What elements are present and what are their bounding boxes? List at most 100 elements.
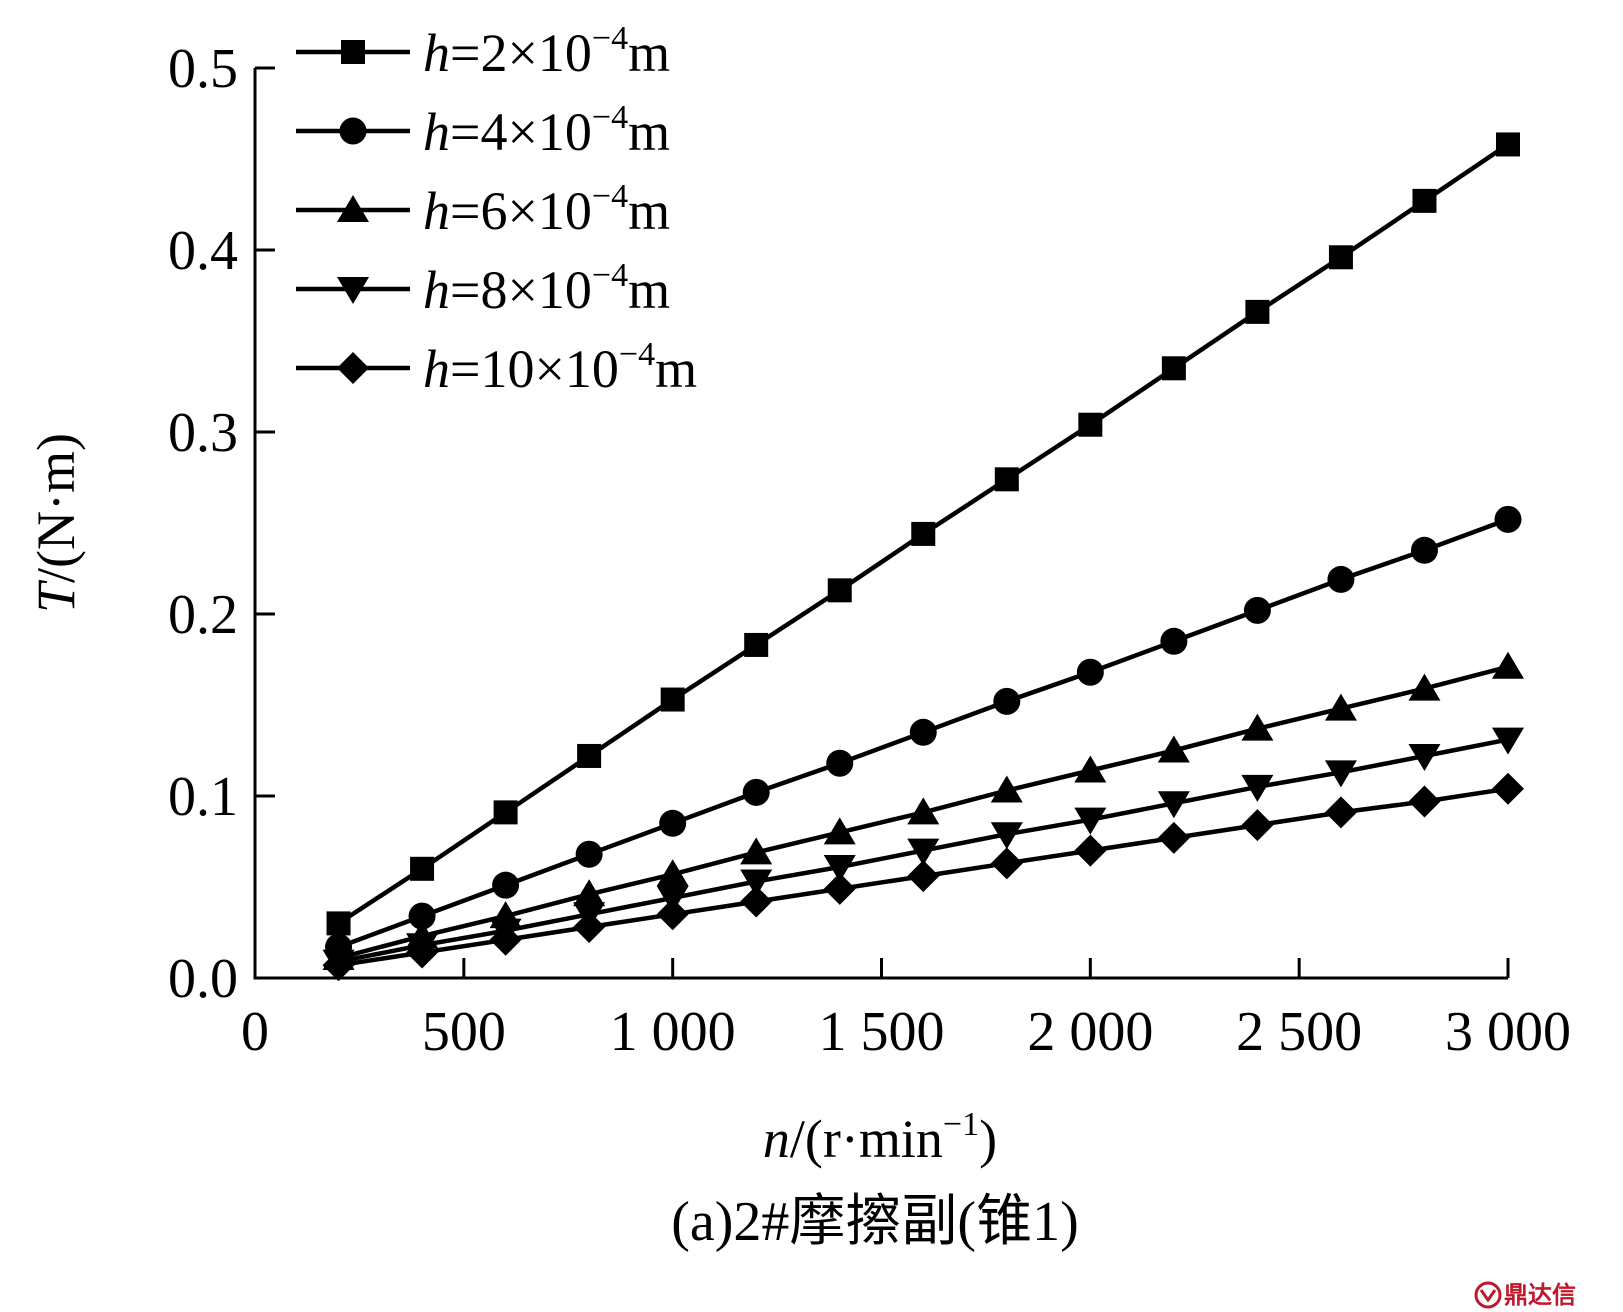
data-point — [1241, 713, 1274, 741]
legend-label-var: h — [423, 23, 450, 83]
legend-marker — [337, 195, 369, 222]
data-point — [740, 885, 773, 918]
data-point-shape — [408, 902, 436, 930]
data-point — [1328, 245, 1353, 270]
data-point — [911, 521, 936, 546]
data-point — [909, 718, 937, 746]
legend-marker — [339, 117, 367, 145]
data-point — [322, 949, 355, 982]
data-point-shape — [1492, 727, 1524, 755]
data-point — [1324, 760, 1357, 788]
x-axis-label-close: ) — [979, 1109, 997, 1169]
x-axis-label-text: /(r·min — [790, 1109, 943, 1169]
data-point-shape — [994, 467, 1019, 492]
data-point — [575, 840, 603, 868]
y-tick-label: 0.5 — [168, 38, 238, 100]
data-point-shape — [1408, 785, 1441, 818]
legend-label: h=4×10−4m — [423, 99, 670, 162]
data-point — [1324, 693, 1357, 721]
watermark-text: 鼎达信 — [1504, 1281, 1576, 1309]
legend-label-exponent: −4 — [619, 336, 655, 373]
data-point-shape — [1243, 596, 1271, 624]
watermark-icon-ring — [1474, 1281, 1502, 1309]
x-axis-label-var: n — [763, 1109, 790, 1169]
data-point — [823, 872, 856, 905]
legend-item: h=4×10−4m — [296, 99, 670, 162]
data-point-shape — [990, 847, 1023, 880]
data-point-shape — [1157, 735, 1190, 763]
data-point-shape — [1408, 743, 1441, 771]
data-point-shape — [740, 885, 773, 918]
data-point — [659, 809, 687, 837]
legend-label: h=2×10−4m — [423, 20, 670, 83]
data-point-shape — [656, 898, 689, 931]
legend-item: h=10×10−4m — [296, 336, 697, 399]
data-point-shape — [740, 837, 773, 865]
data-point-shape — [1412, 188, 1437, 213]
data-point-shape — [1160, 627, 1188, 655]
data-point-shape — [1161, 356, 1186, 381]
x-tick-label: 3 000 — [1445, 1001, 1571, 1063]
data-point — [573, 879, 606, 907]
legend-marker-shape — [337, 195, 369, 222]
data-point — [1492, 772, 1524, 805]
data-point-shape — [1245, 299, 1270, 324]
data-point-shape — [1492, 651, 1524, 679]
x-axis-label: n/(r·min−1) — [763, 1106, 997, 1169]
data-point-shape — [1324, 693, 1357, 721]
legend-label-exponent: −4 — [592, 257, 628, 294]
data-point — [907, 797, 940, 825]
data-point-shape — [1076, 658, 1104, 686]
data-point-shape — [489, 923, 522, 956]
data-point — [1160, 627, 1188, 655]
data-point — [1492, 727, 1524, 755]
data-point-shape — [823, 872, 856, 905]
data-point-shape — [1157, 791, 1190, 819]
data-point — [1157, 821, 1190, 854]
legend-layer: h=2×10−4mh=4×10−4mh=6×10−4mh=8×10−4mh=10… — [296, 20, 697, 399]
data-point-shape — [826, 749, 854, 777]
series-5 — [322, 772, 1524, 982]
data-point — [990, 847, 1023, 880]
data-point — [740, 837, 773, 865]
data-point-shape — [493, 800, 518, 825]
legend-label: h=8×10−4m — [423, 257, 670, 320]
legend-label: h=6×10−4m — [423, 178, 670, 241]
data-point-shape — [1328, 245, 1353, 270]
data-point-shape — [907, 838, 940, 866]
data-point-shape — [322, 949, 355, 982]
legend-label-text: =2×10 — [450, 23, 592, 83]
x-tick-label: 1 500 — [819, 1001, 945, 1063]
data-point — [907, 860, 940, 893]
legend-label-unit: m — [628, 102, 670, 162]
data-point-shape — [1324, 796, 1357, 829]
data-point-shape — [907, 797, 940, 825]
data-point — [993, 687, 1021, 715]
legend-label-exponent: −4 — [592, 20, 628, 57]
y-axis-label-var: T — [26, 579, 86, 613]
legend-marker-shape — [339, 117, 367, 145]
data-point — [410, 856, 435, 881]
data-point — [826, 749, 854, 777]
data-point-shape — [492, 871, 520, 899]
y-axis-label-text: /(N·m) — [26, 433, 86, 583]
data-point — [1074, 834, 1107, 867]
x-tick-label: 0 — [241, 1001, 269, 1063]
data-point-shape — [993, 687, 1021, 715]
data-point — [1157, 791, 1190, 819]
series-layer — [322, 132, 1524, 982]
legend-label-var: h — [423, 102, 450, 162]
data-point-shape — [1074, 755, 1107, 783]
legend-marker — [341, 40, 365, 64]
data-point — [1327, 565, 1355, 593]
figure-caption: (a)2#摩擦副(锥1) — [671, 1191, 1078, 1253]
legend-label-unit: m — [628, 23, 670, 83]
data-point — [408, 902, 436, 930]
legend-label-text: =4×10 — [450, 102, 592, 162]
x-tick-label: 500 — [422, 1001, 506, 1063]
data-point-shape — [911, 521, 936, 546]
data-point — [1241, 809, 1274, 842]
data-point-shape — [742, 778, 770, 806]
data-point-shape — [326, 911, 351, 936]
